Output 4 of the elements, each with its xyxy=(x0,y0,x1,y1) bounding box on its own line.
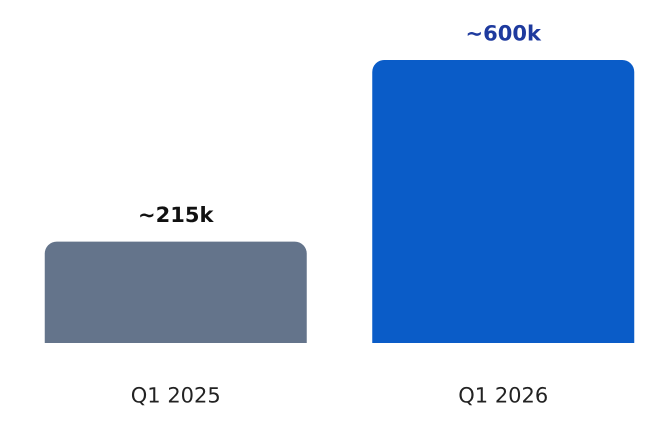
x-tick-label: Q1 2026 xyxy=(458,384,548,408)
x-tick-label: Q1 2025 xyxy=(130,384,221,408)
data-label: ~215k xyxy=(138,203,214,228)
data-label: ~600k xyxy=(466,22,542,46)
